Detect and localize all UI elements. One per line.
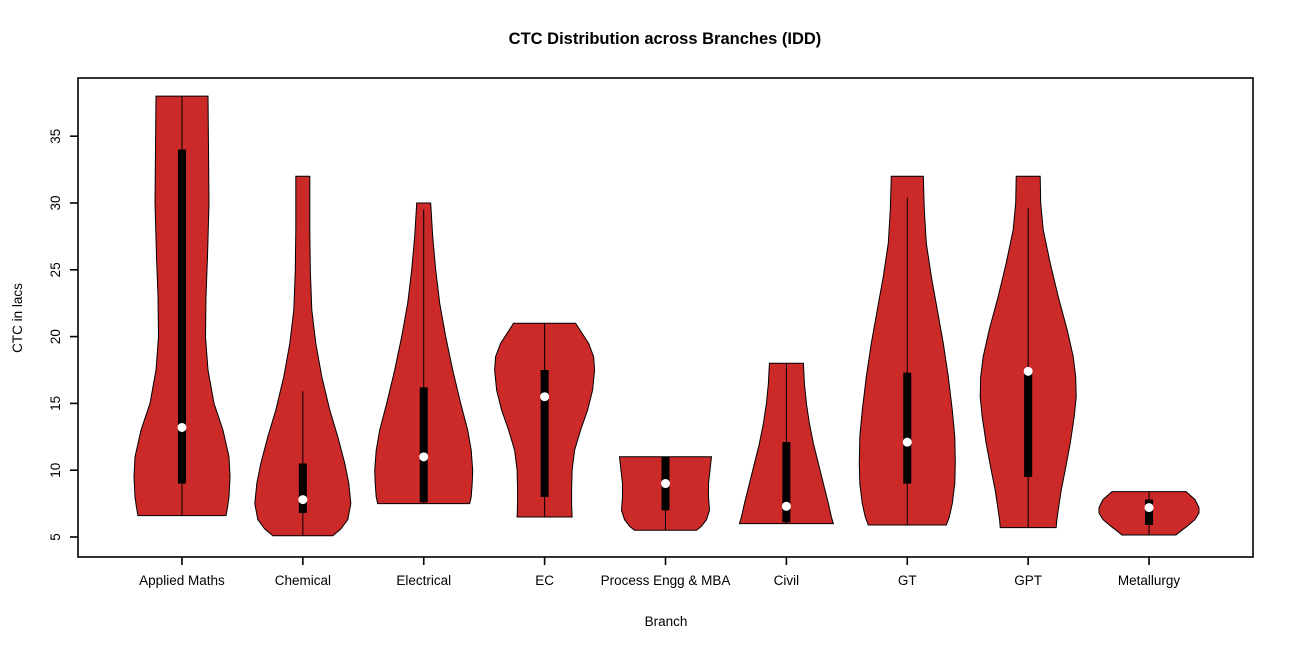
y-tick-label: 10 [48, 463, 63, 478]
y-tick-label: 20 [48, 329, 63, 344]
violins-layer [133, 95, 1200, 537]
iqr-box-7 [1024, 371, 1033, 477]
x-tick-label: GT [898, 573, 917, 588]
median-dot-7 [1023, 366, 1033, 376]
x-tick-label: Metallurgy [1118, 573, 1181, 588]
median-dot-5 [781, 501, 791, 511]
median-dot-0 [177, 422, 187, 432]
iqr-box-6 [903, 372, 912, 484]
y-tick-label: 5 [48, 533, 63, 541]
x-tick-label: Chemical [275, 573, 331, 588]
x-tick-label: GPT [1014, 573, 1042, 588]
iqr-box-5 [782, 442, 791, 523]
median-dot-6 [902, 437, 912, 447]
y-tick-label: 35 [48, 129, 63, 144]
y-axis-title: CTC in lacs [10, 283, 25, 353]
iqr-box-3 [540, 370, 549, 497]
y-tick-label: 30 [48, 195, 63, 210]
x-axis-title: Branch [645, 614, 688, 629]
x-tick-label: Applied Maths [139, 573, 225, 588]
x-tick-label: EC [535, 573, 554, 588]
iqr-box-0 [177, 149, 186, 484]
x-tick-label: Civil [774, 573, 800, 588]
chart-title: CTC Distribution across Branches (IDD) [509, 30, 822, 48]
iqr-box-1 [298, 463, 307, 513]
median-dot-1 [298, 495, 308, 505]
median-dot-2 [419, 452, 429, 462]
axes-layer: 5 10 15 20 25 30 35 Applied Maths Chemical Electr… [48, 129, 1180, 588]
x-tick-label: Process Engg & MBA [601, 573, 731, 588]
median-dot-8 [1144, 503, 1154, 513]
iqr-box-2 [419, 387, 428, 503]
x-tick-label: Electrical [396, 573, 451, 588]
violin-shape-1 [254, 175, 352, 537]
median-dot-3 [540, 392, 550, 402]
y-tick-label: 15 [48, 396, 63, 411]
y-tick-label: 25 [48, 262, 63, 277]
median-dot-4 [661, 479, 670, 489]
iqr-box-8 [1145, 499, 1154, 525]
